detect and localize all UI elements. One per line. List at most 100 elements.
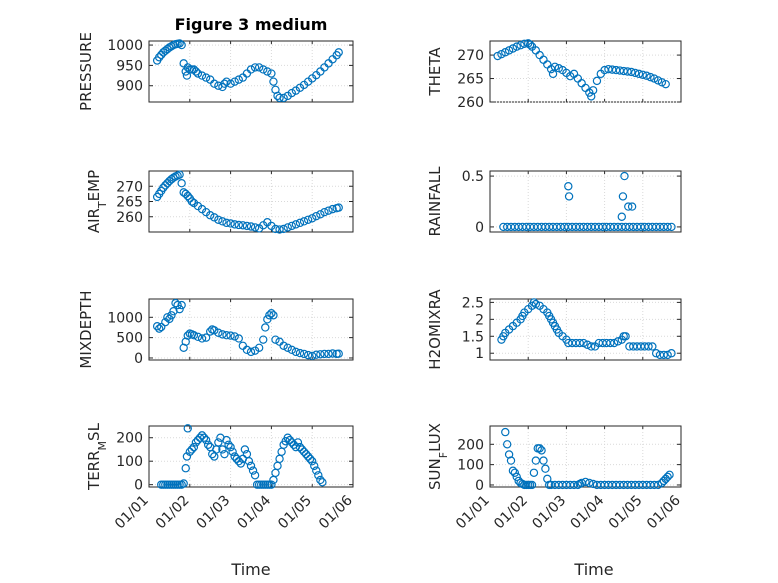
- data-point: [248, 466, 258, 475]
- data-point: [254, 343, 264, 352]
- data-point: [193, 69, 203, 78]
- data-point: [230, 77, 239, 86]
- axes-frame: [489, 170, 682, 233]
- data-point: [308, 456, 317, 466]
- axes-frame: [489, 298, 682, 361]
- y-tick-label: 2.5: [462, 295, 484, 311]
- data-point: [663, 472, 672, 482]
- data-point: [575, 338, 584, 348]
- data-point: [246, 347, 256, 357]
- data-point: [271, 224, 280, 234]
- data-point: [267, 480, 276, 489]
- axes-frame: [148, 40, 354, 103]
- y-axis-label-rest: EMP: [85, 170, 103, 201]
- data-point: [177, 300, 186, 310]
- data-point: [175, 39, 184, 48]
- y-tick-label: 0: [134, 351, 143, 367]
- data-point: [197, 71, 207, 80]
- data-point: [246, 65, 256, 74]
- y-axis-label-rest: LUX: [426, 423, 444, 452]
- y-axis-label-main: SUN: [426, 458, 444, 490]
- y-tick-label: 270: [457, 48, 484, 64]
- data-point: [299, 217, 309, 226]
- data-point: [228, 447, 237, 457]
- data-point: [328, 204, 337, 214]
- data-point: [203, 440, 213, 449]
- data-point: [283, 433, 292, 442]
- data-point: [173, 300, 182, 310]
- data-point: [263, 67, 272, 76]
- data-point: [613, 337, 623, 346]
- x-tick-label: 01/02: [491, 493, 531, 533]
- x-tick-label: 01/02: [153, 493, 193, 533]
- subplot-rainfall: 0 0.5 RAINFALL: [426, 166, 682, 236]
- data-point: [189, 330, 199, 340]
- y-tick-label: 265: [116, 195, 143, 211]
- data-point: [246, 222, 256, 231]
- data-point: [328, 349, 337, 358]
- data-point: [324, 206, 333, 215]
- data-point: [314, 471, 323, 480]
- data-point: [583, 340, 592, 349]
- data-point: [501, 427, 510, 437]
- data-point: [265, 311, 274, 320]
- x-tick-label: 01/03: [529, 493, 569, 533]
- data-point: [222, 330, 231, 340]
- data-point: [259, 65, 268, 74]
- data-point: [267, 309, 276, 318]
- data-point: [627, 202, 637, 211]
- y-axis-label-subscript: M: [96, 441, 109, 451]
- data-point: [623, 67, 632, 76]
- data-point: [191, 438, 201, 447]
- data-point: [531, 299, 541, 309]
- data-point: [293, 438, 303, 447]
- data-point: [218, 330, 227, 339]
- data-point: [295, 442, 305, 452]
- data-point: [316, 475, 325, 485]
- data-point: [308, 351, 317, 361]
- data-point: [506, 456, 516, 465]
- data-point: [516, 41, 525, 50]
- data-point: [269, 311, 278, 320]
- data-point: [234, 334, 243, 343]
- data-point: [301, 449, 311, 459]
- data-point: [267, 69, 276, 78]
- data-point: [205, 211, 215, 220]
- data-point: [163, 313, 172, 322]
- data-point: [232, 454, 241, 464]
- data-point: [324, 349, 333, 359]
- data-point: [250, 63, 260, 72]
- data-point: [581, 477, 590, 487]
- data-point: [287, 88, 296, 98]
- data-point: [152, 322, 162, 331]
- data-point: [295, 348, 305, 358]
- y-tick-label: 950: [116, 58, 143, 74]
- data-point: [226, 219, 235, 228]
- data-point: [316, 210, 325, 219]
- data-point: [226, 79, 235, 88]
- data-point: [618, 192, 628, 201]
- data-point: [222, 218, 231, 228]
- data-point: [287, 438, 296, 447]
- data-point: [279, 341, 288, 350]
- y-tick-label: 200: [116, 431, 143, 447]
- data-point: [226, 331, 235, 340]
- data-point: [320, 349, 329, 359]
- data-point: [535, 444, 544, 453]
- data-point: [527, 480, 537, 490]
- data-point: [587, 92, 596, 101]
- y-tick-label: 1: [475, 346, 484, 362]
- data-point: [504, 450, 514, 459]
- y-tick-label: 900: [116, 79, 143, 95]
- data-point: [624, 202, 633, 211]
- data-point: [181, 464, 190, 473]
- y-axis-label-rest: SL: [85, 422, 103, 441]
- data-point: [189, 442, 199, 452]
- data-point: [175, 170, 184, 179]
- data-point: [201, 435, 211, 445]
- data-point: [587, 342, 596, 351]
- data-point: [510, 468, 520, 477]
- data-point: [193, 332, 203, 342]
